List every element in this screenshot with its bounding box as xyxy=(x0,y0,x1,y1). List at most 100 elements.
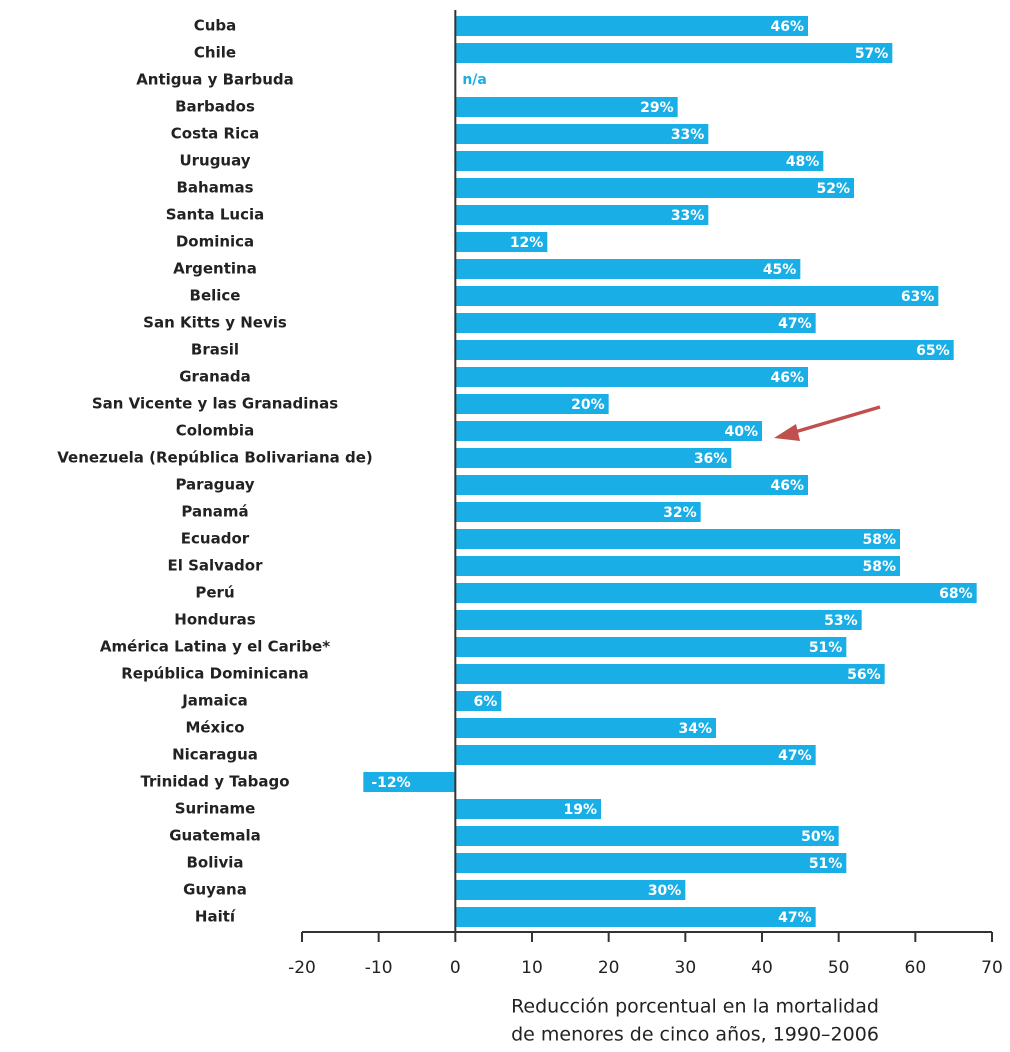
bar xyxy=(455,421,762,441)
category-label: Santa Lucia xyxy=(166,206,265,224)
bar xyxy=(455,97,678,117)
category-label: Dominica xyxy=(176,233,254,251)
category-label: Guatemala xyxy=(169,827,260,845)
value-label: 33% xyxy=(671,208,705,224)
category-label: Costa Rica xyxy=(171,125,259,143)
value-label: 47% xyxy=(778,316,812,332)
bar xyxy=(455,313,816,333)
bar xyxy=(455,529,900,549)
bar xyxy=(455,259,801,279)
x-tick-label: 0 xyxy=(450,958,461,978)
value-label: 45% xyxy=(763,262,797,278)
bar xyxy=(455,286,939,306)
x-axis-label: de menores de cinco años, 1990–2006 xyxy=(511,1024,879,1046)
value-label: 30% xyxy=(648,883,682,899)
x-tick-label: 10 xyxy=(521,958,543,978)
bar xyxy=(455,124,709,144)
value-label: 50% xyxy=(801,829,835,845)
x-axis-label: Reducción porcentual en la mortalidad xyxy=(511,996,879,1018)
value-label: 46% xyxy=(770,370,804,386)
category-label: Bahamas xyxy=(176,179,253,197)
x-tick-label: -20 xyxy=(288,958,316,978)
category-label: Nicaragua xyxy=(172,746,258,764)
x-tick-label: 60 xyxy=(905,958,927,978)
bar xyxy=(455,610,862,630)
value-label: n/a xyxy=(462,72,487,88)
value-label: 36% xyxy=(694,451,728,467)
category-label: Brasil xyxy=(191,341,239,359)
value-label: 46% xyxy=(770,19,804,35)
bar xyxy=(455,502,701,522)
bar xyxy=(455,637,847,657)
value-label: 48% xyxy=(786,154,820,170)
category-label: México xyxy=(185,719,244,737)
x-tick-label: -10 xyxy=(365,958,393,978)
bar xyxy=(455,232,548,252)
value-label: 51% xyxy=(809,856,843,872)
category-label: Colombia xyxy=(176,422,254,440)
bar xyxy=(455,151,824,171)
annotation-arrow xyxy=(774,405,881,441)
value-label: 29% xyxy=(640,100,674,116)
category-label: El Salvador xyxy=(167,557,263,575)
bar xyxy=(455,394,609,414)
category-label: Argentina xyxy=(173,260,257,278)
bar xyxy=(455,799,601,819)
value-label: 58% xyxy=(862,532,896,548)
x-tick-label: 70 xyxy=(981,958,1003,978)
category-label: Haití xyxy=(195,908,236,926)
value-label: 56% xyxy=(847,667,881,683)
value-label: -12% xyxy=(371,775,410,791)
category-label: Granada xyxy=(179,368,251,386)
category-label: Antigua y Barbuda xyxy=(136,71,294,89)
x-tick-label: 40 xyxy=(751,958,773,978)
value-label: 32% xyxy=(663,505,697,521)
bar xyxy=(455,691,502,711)
category-label: Chile xyxy=(194,44,236,62)
category-label: Belice xyxy=(190,287,241,305)
category-label: Paraguay xyxy=(175,476,254,494)
value-label: 63% xyxy=(901,289,935,305)
value-label: 19% xyxy=(563,802,597,818)
value-label: 47% xyxy=(778,910,812,926)
x-tick-label: 50 xyxy=(828,958,850,978)
x-tick-label: 30 xyxy=(675,958,697,978)
bar xyxy=(455,178,854,198)
category-label: San Vicente y las Granadinas xyxy=(92,395,338,413)
bar xyxy=(455,664,885,684)
value-label: 57% xyxy=(855,46,889,62)
bar xyxy=(455,367,808,387)
bar xyxy=(455,826,839,846)
value-label: 34% xyxy=(678,721,712,737)
value-label: 52% xyxy=(816,181,850,197)
category-label: Panamá xyxy=(181,503,248,521)
value-label: 20% xyxy=(571,397,605,413)
category-label: Ecuador xyxy=(181,530,250,548)
bar xyxy=(455,718,716,738)
category-label: Bolivia xyxy=(186,854,243,872)
value-label: 46% xyxy=(770,478,804,494)
value-label: 51% xyxy=(809,640,843,656)
category-label: Honduras xyxy=(174,611,255,629)
bar xyxy=(455,853,847,873)
bar xyxy=(455,340,954,360)
category-label: Trinidad y Tabago xyxy=(140,773,289,791)
bar xyxy=(455,16,808,36)
category-label: Suriname xyxy=(175,800,256,818)
bar xyxy=(455,583,977,603)
bar xyxy=(455,43,893,63)
bar xyxy=(455,448,732,468)
category-label: Cuba xyxy=(194,17,237,35)
category-label: Venezuela (República Bolivariana de) xyxy=(57,449,373,467)
value-label: 68% xyxy=(939,586,973,602)
bar xyxy=(455,205,709,225)
value-label: 65% xyxy=(916,343,950,359)
value-label: 6% xyxy=(474,694,498,710)
category-label: San Kitts y Nevis xyxy=(143,314,287,332)
bar xyxy=(455,475,808,495)
category-label: Perú xyxy=(195,584,234,602)
x-tick-label: 20 xyxy=(598,958,620,978)
value-label: 33% xyxy=(671,127,705,143)
category-label: Guyana xyxy=(183,881,247,899)
bar xyxy=(455,907,816,927)
